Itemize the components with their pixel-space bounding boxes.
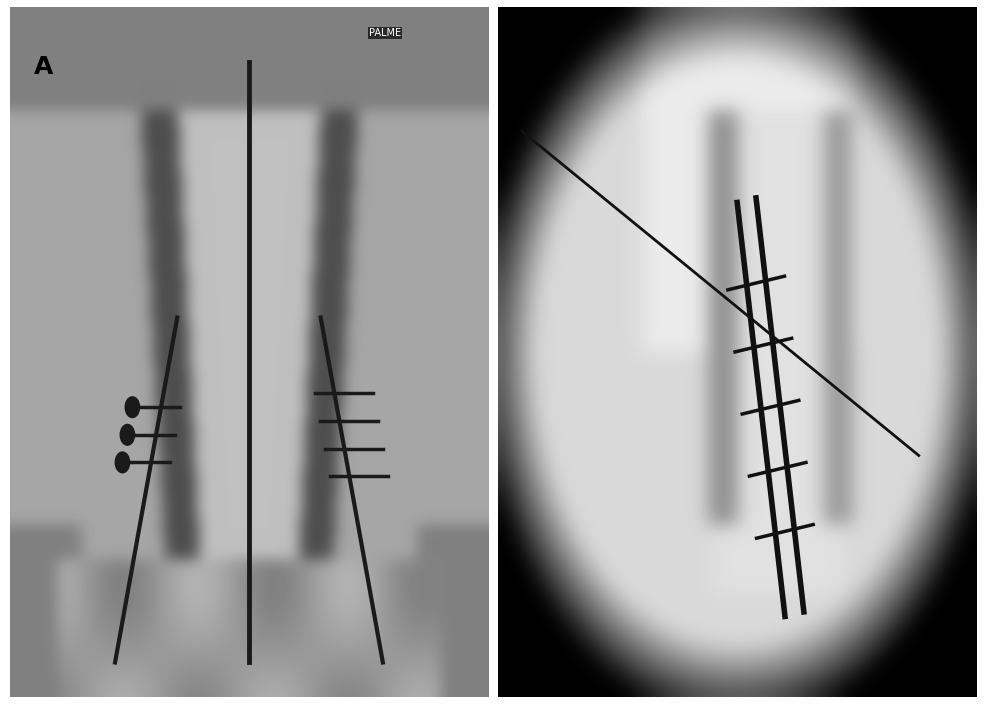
Text: PALME: PALME <box>369 27 400 38</box>
Text: A: A <box>34 56 53 80</box>
Circle shape <box>120 425 134 445</box>
Text: B: B <box>522 56 541 80</box>
Circle shape <box>115 452 129 473</box>
Circle shape <box>125 397 140 417</box>
